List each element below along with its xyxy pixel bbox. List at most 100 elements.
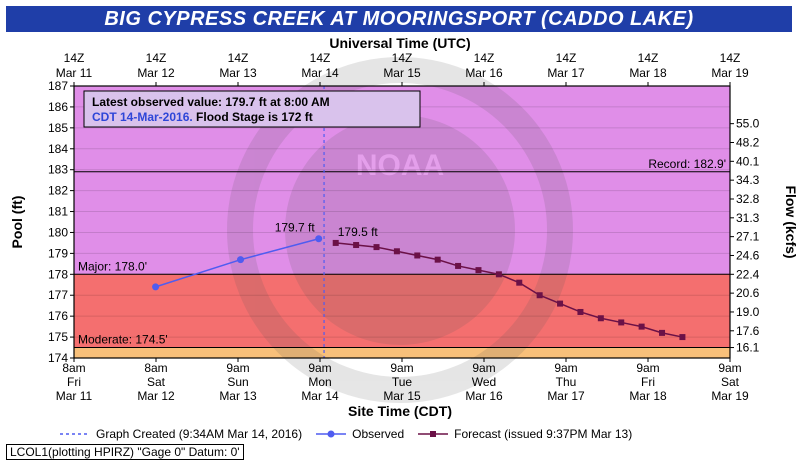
bottom-tick-date: Mar 18 [629, 389, 667, 403]
bottom-tick-hour: 9am [718, 361, 741, 375]
forecast-point [475, 267, 482, 274]
forecast-point [495, 271, 502, 278]
top-tick-hour: 14Z [474, 51, 495, 65]
forecast-point [679, 334, 686, 341]
chart-title: BIG CYPRESS CREEK AT MOORINGSPORT (CADDO… [6, 6, 792, 32]
forecast-point [659, 329, 666, 336]
top-tick-hour: 14Z [146, 51, 167, 65]
bottom-tick-day: Sat [721, 375, 740, 389]
flow-tick-label: 34.3 [736, 173, 760, 187]
bottom-tick-date: Mar 14 [301, 389, 339, 403]
bottom-tick-day: Fri [641, 375, 655, 389]
top-tick-hour: 14Z [720, 51, 741, 65]
latest-value-line1: Latest observed value: 179.7 ft at 8:00 … [92, 95, 330, 109]
bottom-tick-date: Mar 17 [547, 389, 585, 403]
bottom-tick-hour: 9am [636, 361, 659, 375]
top-tick-date: Mar 19 [711, 66, 749, 80]
top-tick-date: Mar 16 [465, 66, 503, 80]
bottom-tick-hour: 8am [144, 361, 167, 375]
bottom-tick-date: Mar 13 [219, 389, 257, 403]
band-major [74, 274, 730, 348]
observed-marker-icon [316, 430, 347, 438]
flow-tick-label: 20.6 [736, 286, 760, 300]
observed-point [237, 256, 245, 264]
flow-tick-label: 24.6 [736, 248, 760, 262]
forecast-line [335, 242, 683, 338]
y-tick-label: 179 [48, 246, 68, 260]
legend-observed: Observed [316, 427, 404, 441]
bottom-tick-date: Mar 19 [711, 389, 749, 403]
bottom-tick-hour: 9am [390, 361, 413, 375]
y-tick-label: 182 [48, 184, 68, 198]
y-axis-title: Pool (ft) [9, 196, 25, 249]
y2-axis-title: Flow (kcfs) [783, 185, 799, 258]
flood-stage-text: Flood Stage is 172 ft [196, 110, 313, 124]
bottom-tick-day: Tue [392, 375, 413, 389]
top-tick-date: Mar 12 [137, 66, 175, 80]
flow-tick-label: 22.4 [736, 267, 760, 281]
forecast-point [434, 256, 441, 263]
gage-datum-note: LCOL1(plotting HPIRZ) "Gage 0" Datum: 0' [6, 444, 244, 460]
forecast-point [353, 242, 360, 249]
bottom-tick-hour: 8am [62, 361, 85, 375]
top-tick-date: Mar 13 [219, 66, 257, 80]
top-tick-hour: 14Z [556, 51, 577, 65]
bottom-tick-day: Sun [227, 375, 248, 389]
forecast-peak-label: 179.5 ft [338, 225, 379, 239]
latest-value-line2: CDT 14-Mar-2016. Flood Stage is 172 ft [92, 110, 313, 124]
top-tick-date: Mar 18 [629, 66, 667, 80]
axis-labels: 174 175 176 177 178 179 180 181 182 183 184 185 186 1… [9, 35, 799, 419]
forecast-point [597, 315, 604, 322]
bottom-tick-date: Mar 16 [465, 389, 503, 403]
latest-value-box [83, 90, 421, 128]
forecast-point [516, 279, 523, 286]
y-tick-label: 178 [48, 267, 68, 281]
data-series [152, 235, 686, 341]
bottom-tick-hour: 9am [308, 361, 331, 375]
flow-tick-label: 19.0 [736, 305, 760, 319]
legend-graph-created: Graph Created (9:34AM Mar 14, 2016) [60, 427, 302, 441]
forecast-point [373, 244, 380, 251]
bottom-tick-day: Fri [67, 375, 81, 389]
top-tick-date: Mar 17 [547, 66, 585, 80]
forecast-point [393, 248, 400, 255]
y-tick-label: 185 [48, 121, 68, 135]
threshold-label-moderate: Moderate: 174.5' [78, 333, 168, 347]
threshold-label-record: Record: 182.9' [648, 157, 726, 171]
noaa-watermark: NOAA [227, 57, 573, 403]
flow-tick-label: 48.2 [736, 135, 760, 149]
annotations: 179.7 ft 179.5 ft Latest observed value: 1… [83, 90, 421, 239]
forecast-point [536, 292, 543, 299]
bottom-tick-date: Mar 12 [137, 389, 175, 403]
bottom-tick-day: Mon [308, 375, 331, 389]
y-tick-label: 176 [48, 309, 68, 323]
axes [70, 82, 734, 362]
bottom-tick-date: Mar 11 [56, 389, 93, 403]
forecast-point [557, 300, 564, 307]
flow-tick-label: 40.1 [736, 154, 760, 168]
top-tick-hour: 14Z [228, 51, 249, 65]
bottom-tick-hour: 9am [554, 361, 577, 375]
forecast-point [455, 262, 462, 269]
top-tick-date: Mar 14 [301, 66, 339, 80]
legend-observed-label: Observed [352, 427, 405, 441]
legend-forecast-label: Forecast (issued 9:37PM Mar 13) [454, 427, 633, 441]
latest-value-date: CDT 14-Mar-2016. [92, 110, 196, 124]
y-tick-label: 186 [48, 100, 68, 114]
forecast-point [577, 308, 584, 315]
svg-text:NOAA: NOAA [356, 149, 444, 182]
bottom-tick-day: Thu [556, 375, 577, 389]
band-moderate [74, 347, 730, 358]
y-tick-label: 187 [48, 79, 68, 93]
y-tick-label: 174 [48, 351, 68, 365]
y-tick-label: 184 [48, 142, 68, 156]
top-tick-hour: 14Z [638, 51, 659, 65]
dashed-line-icon [60, 433, 90, 435]
bottom-tick-date: Mar 15 [383, 389, 421, 403]
bottom-tick-hour: 9am [472, 361, 495, 375]
observed-point [152, 283, 160, 291]
bottom-tick-hour: 9am [226, 361, 249, 375]
observed-point [315, 235, 323, 243]
forecast-point [638, 323, 645, 330]
